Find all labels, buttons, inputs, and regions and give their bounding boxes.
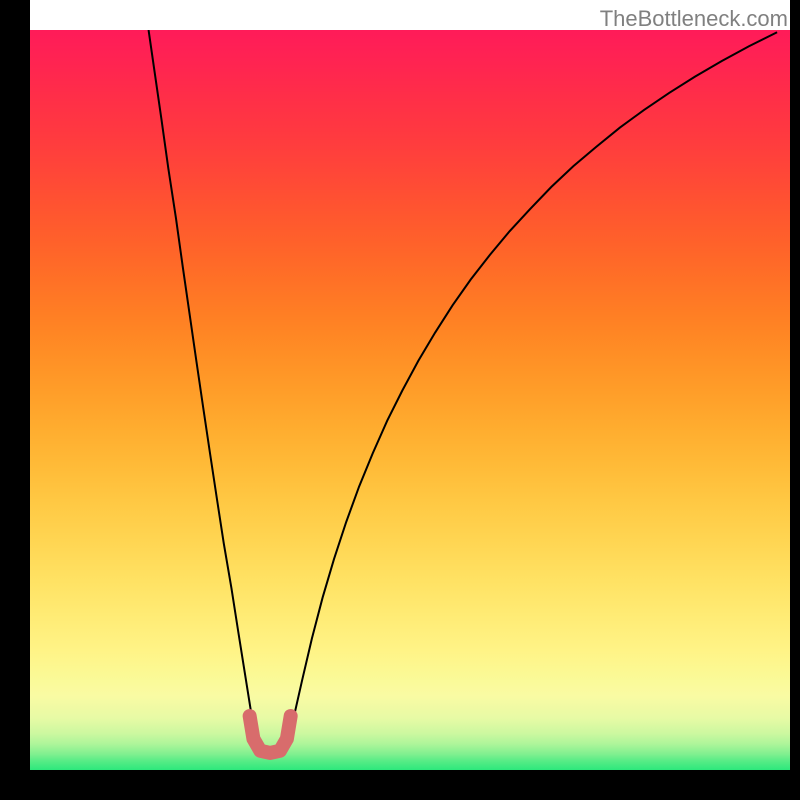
chart-frame: TheBottleneck.com <box>0 0 800 800</box>
watermark-text: TheBottleneck.com <box>600 6 788 32</box>
bottleneck-chart <box>0 0 800 800</box>
